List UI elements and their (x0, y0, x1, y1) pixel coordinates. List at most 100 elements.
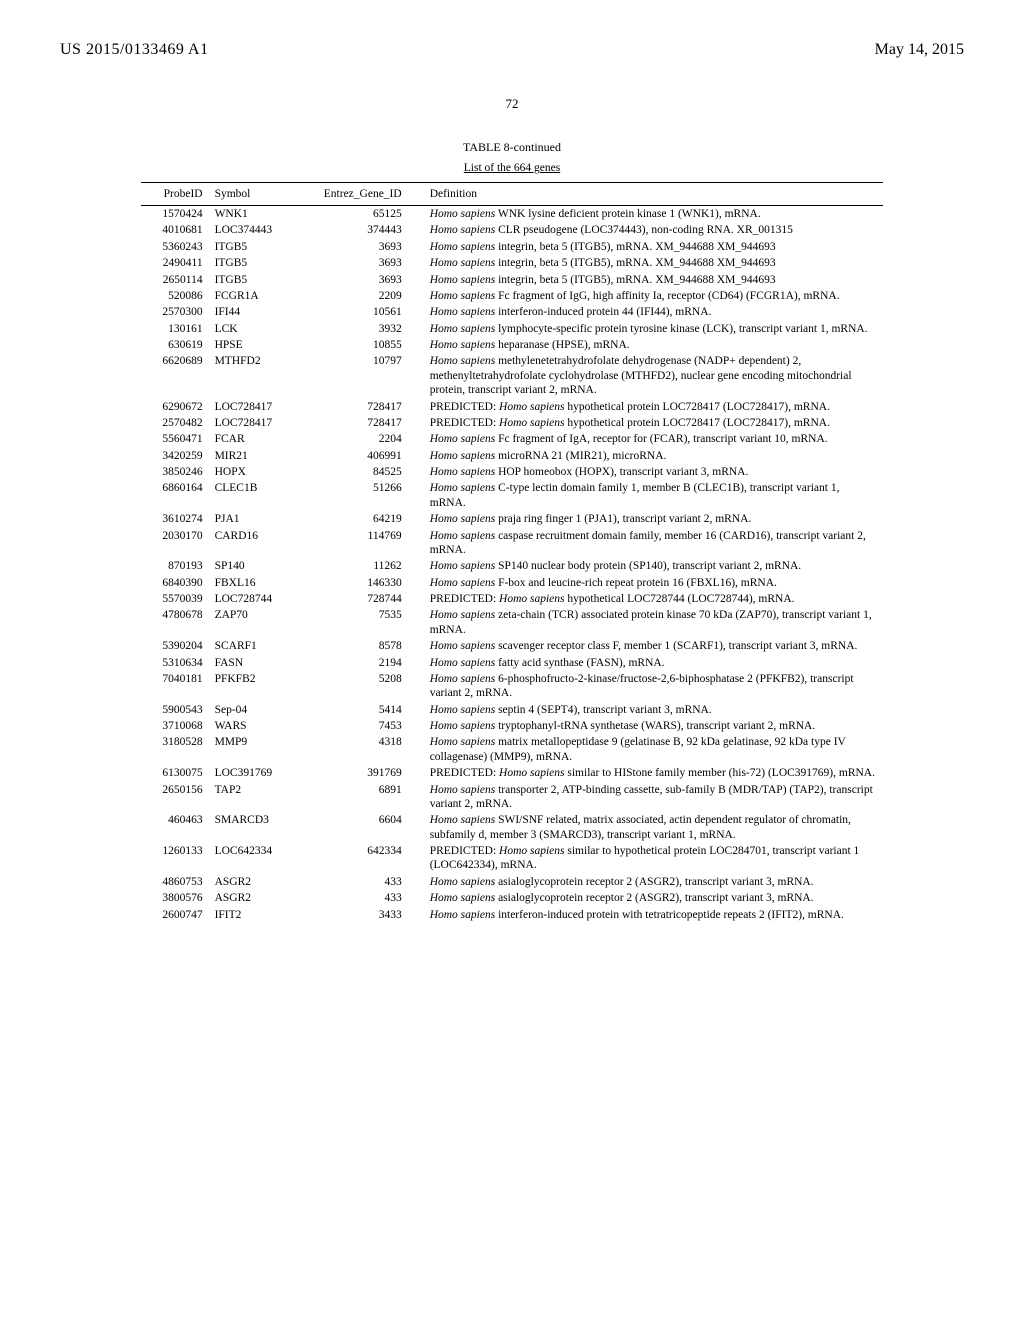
cell-probe: 460463 (141, 812, 214, 843)
cell-symbol: ASGR2 (215, 890, 324, 906)
cell-entrez: 4318 (324, 734, 430, 765)
cell-entrez: 10855 (324, 337, 430, 353)
cell-symbol: IFIT2 (215, 907, 324, 923)
cell-probe: 7040181 (141, 671, 214, 702)
cell-def: Homo sapiens WNK lysine deficient protei… (430, 206, 883, 223)
cell-def: Homo sapiens praja ring finger 1 (PJA1),… (430, 511, 883, 527)
cell-symbol: ITGB5 (215, 255, 324, 271)
cell-symbol: FCGR1A (215, 288, 324, 304)
cell-def: Homo sapiens tryptophanyl-tRNA synthetas… (430, 718, 883, 734)
cell-symbol: LOC374443 (215, 222, 324, 238)
table-caption: TABLE 8-continued (60, 140, 964, 155)
cell-entrez: 5208 (324, 671, 430, 702)
cell-symbol: TAP2 (215, 782, 324, 813)
cell-entrez: 7453 (324, 718, 430, 734)
page-header: US 2015/0133469 A1 May 14, 2015 (60, 40, 964, 60)
table-row: 3610274PJA164219Homo sapiens praja ring … (141, 511, 882, 527)
cell-symbol: FBXL16 (215, 575, 324, 591)
cell-entrez: 5414 (324, 702, 430, 718)
col-def: Definition (430, 182, 883, 205)
table-row: 5900543Sep-045414Homo sapiens septin 4 (… (141, 702, 882, 718)
table-row: 6290672LOC728417728417PREDICTED: Homo sa… (141, 399, 882, 415)
col-entrez: Entrez_Gene_ID (324, 182, 430, 205)
cell-entrez: 2194 (324, 655, 430, 671)
table-row: 870193SP14011262Homo sapiens SP140 nucle… (141, 558, 882, 574)
cell-def: Homo sapiens integrin, beta 5 (ITGB5), m… (430, 239, 883, 255)
cell-symbol: CLEC1B (215, 480, 324, 511)
cell-def: Homo sapiens microRNA 21 (MIR21), microR… (430, 448, 883, 464)
cell-probe: 2650156 (141, 782, 214, 813)
cell-probe: 2570482 (141, 415, 214, 431)
cell-def: Homo sapiens heparanase (HPSE), mRNA. (430, 337, 883, 353)
table-row: 2650114ITGB53693Homo sapiens integrin, b… (141, 272, 882, 288)
cell-def: Homo sapiens asialoglycoprotein receptor… (430, 874, 883, 890)
cell-def: PREDICTED: Homo sapiens similar to HISto… (430, 765, 883, 781)
cell-symbol: IFI44 (215, 304, 324, 320)
cell-probe: 130161 (141, 321, 214, 337)
cell-def: Homo sapiens Fc fragment of IgA, recepto… (430, 431, 883, 447)
cell-entrez: 10797 (324, 353, 430, 398)
cell-symbol: LOC642334 (215, 843, 324, 874)
table-row: 3710068WARS7453Homo sapiens tryptophanyl… (141, 718, 882, 734)
cell-def: PREDICTED: Homo sapiens similar to hypot… (430, 843, 883, 874)
cell-def: Homo sapiens C-type lectin domain family… (430, 480, 883, 511)
cell-symbol: FASN (215, 655, 324, 671)
cell-entrez: 2209 (324, 288, 430, 304)
cell-symbol: HPSE (215, 337, 324, 353)
cell-entrez: 6604 (324, 812, 430, 843)
table-row: 5560471FCAR2204Homo sapiens Fc fragment … (141, 431, 882, 447)
table-row: 1260133LOC642334642334PREDICTED: Homo sa… (141, 843, 882, 874)
cell-def: PREDICTED: Homo sapiens hypothetical LOC… (430, 591, 883, 607)
cell-def: Homo sapiens methylenetetrahydrofolate d… (430, 353, 883, 398)
table-row: 4860753ASGR2433Homo sapiens asialoglycop… (141, 874, 882, 890)
gene-table: ProbeID Symbol Entrez_Gene_ID Definition… (141, 182, 882, 923)
cell-entrez: 728744 (324, 591, 430, 607)
cell-probe: 5570039 (141, 591, 214, 607)
cell-symbol: FCAR (215, 431, 324, 447)
cell-symbol: LOC391769 (215, 765, 324, 781)
cell-entrez: 65125 (324, 206, 430, 223)
cell-entrez: 7535 (324, 607, 430, 638)
cell-def: Homo sapiens transporter 2, ATP-binding … (430, 782, 883, 813)
cell-def: Homo sapiens integrin, beta 5 (ITGB5), m… (430, 272, 883, 288)
cell-probe: 1570424 (141, 206, 214, 223)
table-row: 2570482LOC728417728417PREDICTED: Homo sa… (141, 415, 882, 431)
cell-def: Homo sapiens F-box and leucine-rich repe… (430, 575, 883, 591)
cell-symbol: LOC728744 (215, 591, 324, 607)
cell-entrez: 728417 (324, 399, 430, 415)
col-probe: ProbeID (141, 182, 214, 205)
cell-symbol: HOPX (215, 464, 324, 480)
table-row: 5390204SCARF18578Homo sapiens scavenger … (141, 638, 882, 654)
cell-def: Homo sapiens matrix metallopeptidase 9 (… (430, 734, 883, 765)
cell-probe: 4780678 (141, 607, 214, 638)
cell-symbol: ITGB5 (215, 239, 324, 255)
cell-probe: 5560471 (141, 431, 214, 447)
cell-entrez: 10561 (324, 304, 430, 320)
table-row: 2490411ITGB53693Homo sapiens integrin, b… (141, 255, 882, 271)
cell-probe: 6130075 (141, 765, 214, 781)
cell-def: Homo sapiens caspase recruitment domain … (430, 528, 883, 559)
cell-symbol: ASGR2 (215, 874, 324, 890)
cell-entrez: 6891 (324, 782, 430, 813)
cell-symbol: SMARCD3 (215, 812, 324, 843)
table-row: 130161LCK3932Homo sapiens lymphocyte-spe… (141, 321, 882, 337)
table-subcaption: List of the 664 genes (60, 161, 964, 175)
cell-def: Homo sapiens asialoglycoprotein receptor… (430, 890, 883, 906)
table-row: 3850246HOPX84525Homo sapiens HOP homeobo… (141, 464, 882, 480)
cell-def: Homo sapiens SWI/SNF related, matrix ass… (430, 812, 883, 843)
table-row: 2600747IFIT23433Homo sapiens interferon-… (141, 907, 882, 923)
cell-symbol: WARS (215, 718, 324, 734)
cell-symbol: WNK1 (215, 206, 324, 223)
cell-probe: 5310634 (141, 655, 214, 671)
cell-probe: 2600747 (141, 907, 214, 923)
page-number: 72 (60, 96, 964, 112)
cell-probe: 5360243 (141, 239, 214, 255)
table-row: 630619HPSE10855Homo sapiens heparanase (… (141, 337, 882, 353)
table-row: 460463SMARCD36604Homo sapiens SWI/SNF re… (141, 812, 882, 843)
cell-entrez: 3932 (324, 321, 430, 337)
cell-probe: 3850246 (141, 464, 214, 480)
cell-probe: 4010681 (141, 222, 214, 238)
cell-def: PREDICTED: Homo sapiens hypothetical pro… (430, 399, 883, 415)
cell-symbol: ITGB5 (215, 272, 324, 288)
table-row: 5360243ITGB53693Homo sapiens integrin, b… (141, 239, 882, 255)
